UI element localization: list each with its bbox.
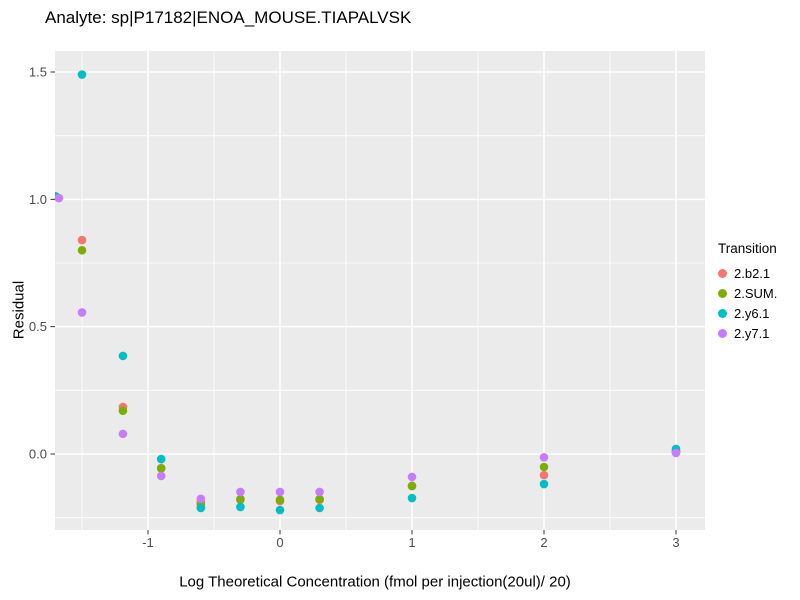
data-point-2.y7.1	[118, 429, 128, 439]
plot-title: Analyte: sp|P17182|ENOA_MOUSE.TIAPALVSK	[45, 8, 412, 27]
legend-dot-icon	[718, 268, 727, 278]
legend-item-2.b2.1: 2.b2.1	[718, 263, 777, 283]
data-point-2.y7.1	[196, 494, 206, 504]
data-point-2.y6.1	[118, 351, 128, 361]
data-point-2.y7.1	[55, 193, 64, 203]
data-point-2.SUM.	[539, 462, 549, 472]
y-tick-label: 1.5	[29, 64, 47, 79]
legend-dot-icon	[718, 288, 727, 298]
plot-panel	[55, 51, 705, 530]
data-point-2.y7.1	[236, 487, 245, 497]
legend-items: 2.b2.1 2.SUM. 2.y6.1 2.y7.1	[718, 263, 777, 343]
y-axis-title: Residual	[10, 280, 28, 340]
x-axis-title: Log Theoretical Concentration (fmol per …	[179, 573, 571, 591]
legend-dot-icon	[718, 328, 727, 338]
data-point-2.y6.1	[275, 505, 285, 515]
data-point-2.y6.1	[156, 454, 166, 464]
data-point-2.y6.1	[407, 493, 417, 503]
data-point-2.b2.1	[539, 470, 549, 480]
x-tick-label: 2	[540, 535, 547, 550]
legend-label: 2.y6.1	[734, 305, 770, 321]
data-point-2.SUM.	[407, 481, 417, 491]
legend-dot-icon	[718, 308, 727, 318]
legend-item-2.y6.1: 2.y6.1	[718, 303, 777, 323]
data-point-2.y6.1	[77, 70, 87, 79]
x-tick-label: -1	[142, 535, 154, 550]
data-point-2.SUM.	[236, 494, 245, 504]
legend-label: 2.y7.1	[734, 325, 770, 341]
data-point-2.y6.1	[236, 502, 245, 512]
x-tick-label: 0	[276, 535, 283, 550]
data-point-2.y6.1	[539, 479, 549, 489]
data-point-2.y7.1	[77, 308, 87, 317]
y-tick-label: 1.0	[29, 192, 47, 207]
data-point-2.SUM.	[118, 406, 128, 416]
legend-title: Transition	[718, 241, 777, 256]
data-point-2.SUM.	[156, 464, 166, 473]
data-point-2.y7.1	[539, 453, 549, 462]
legend: Transition 2.b2.1 2.SUM. 2.y6.1 2.y7.1	[718, 241, 777, 343]
data-point-2.SUM.	[77, 245, 87, 255]
legend-label: 2.b2.1	[734, 265, 771, 281]
x-tick-label: 3	[672, 535, 679, 550]
y-tick-label: 0.0	[29, 447, 47, 462]
data-point-2.y6.1	[196, 503, 206, 513]
legend-label: 2.SUM.	[734, 285, 778, 301]
data-point-2.SUM.	[275, 495, 285, 505]
data-point-2.y7.1	[275, 487, 285, 497]
legend-item-2.y7.1: 2.y7.1	[718, 323, 777, 343]
legend-item-2.SUM.: 2.SUM.	[718, 283, 777, 303]
data-point-2.y7.1	[671, 448, 681, 458]
y-tick-label: 0.5	[29, 319, 47, 334]
data-point-2.SUM.	[315, 494, 324, 504]
data-point-2.y7.1	[315, 487, 324, 497]
data-point-2.y7.1	[156, 471, 166, 481]
data-point-2.y7.1	[407, 472, 417, 482]
data-point-2.b2.1	[77, 235, 87, 245]
data-point-2.y6.1	[315, 503, 324, 513]
x-tick-label: 1	[408, 535, 415, 550]
